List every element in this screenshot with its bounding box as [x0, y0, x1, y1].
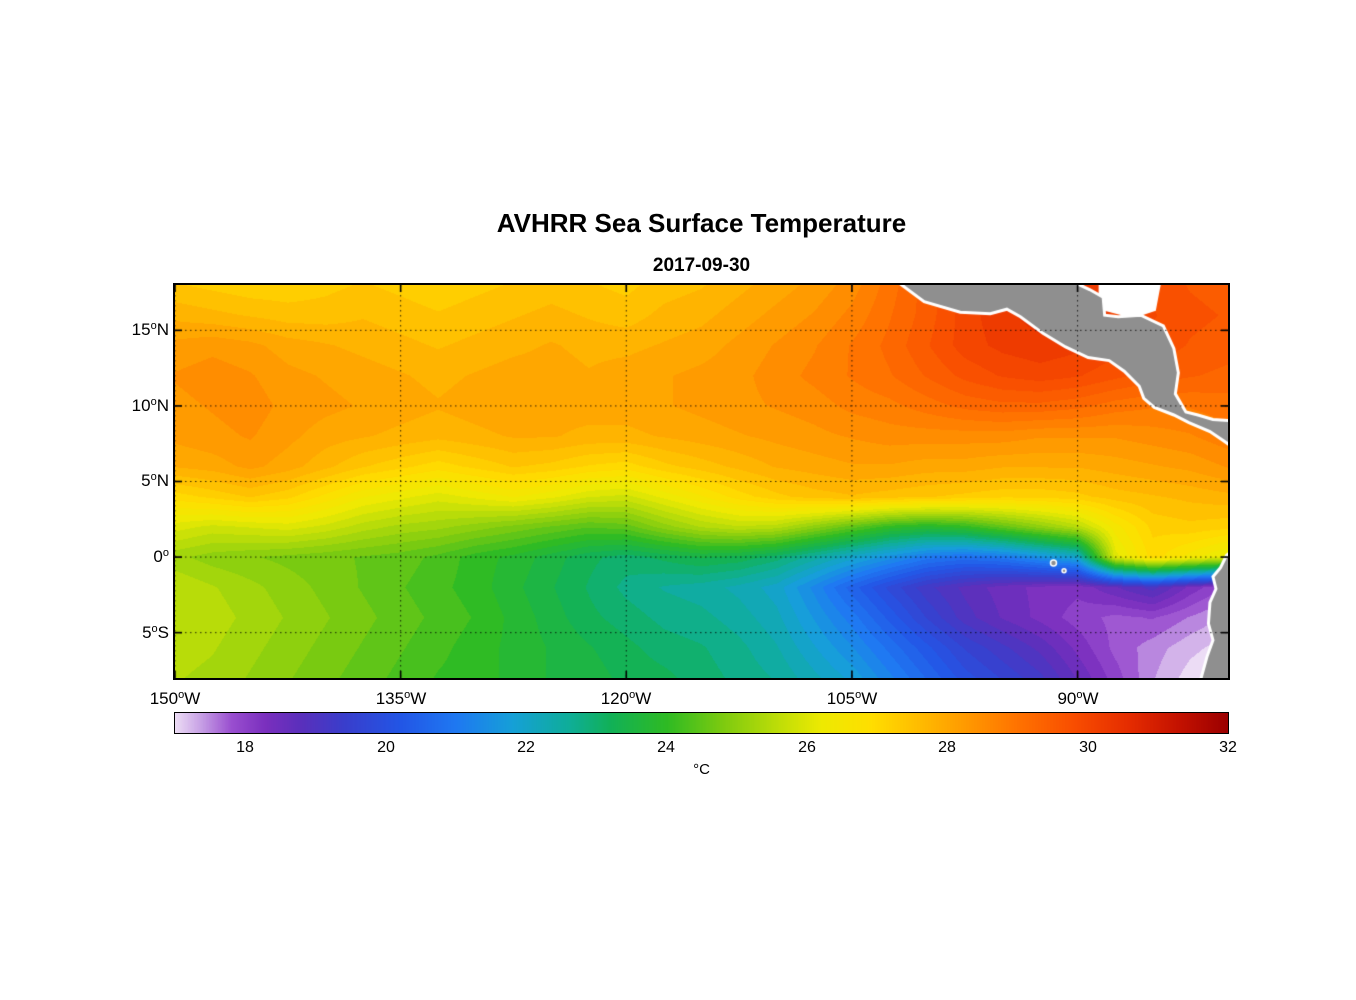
x-tick-label-90w: 90oW	[1028, 688, 1128, 710]
tick-hem: N	[156, 320, 169, 339]
y-tick-label-0: 0o	[89, 546, 169, 568]
tick-hem: W	[861, 689, 878, 708]
colorbar-tick-28: 28	[938, 739, 956, 756]
y-tick-label-10n: 10oN	[89, 395, 169, 417]
degree-superscript: o	[150, 471, 157, 483]
tick-num: 5	[142, 623, 152, 642]
colorbar-tick-22: 22	[517, 739, 535, 756]
tick-hem: W	[635, 689, 652, 708]
chart-title: AVHRR Sea Surface Temperature	[496, 208, 907, 238]
degree-superscript: o	[151, 623, 158, 635]
degree-superscript: o	[629, 689, 636, 701]
tick-hem: W	[1082, 689, 1099, 708]
colorbar-tick-32: 32	[1219, 739, 1237, 756]
chart-subtitle: 2017-09-30	[652, 255, 751, 276]
tick-hem: W	[184, 689, 201, 708]
tick-num: 0	[153, 547, 163, 566]
colorbar-tick-18: 18	[236, 739, 254, 756]
tick-num: 150	[149, 689, 179, 708]
degree-superscript: o	[404, 689, 411, 701]
tick-hem: W	[410, 689, 427, 708]
degree-superscript: o	[178, 689, 185, 701]
degree-superscript: o	[855, 689, 862, 701]
colorbar-units-label: °C	[693, 761, 710, 778]
colorbar-tick-30: 30	[1079, 739, 1097, 756]
x-tick-label-150w: 150oW	[125, 688, 225, 710]
sst-heatmap-canvas	[175, 285, 1228, 678]
tick-hem: S	[157, 623, 169, 642]
x-tick-label-120w: 120oW	[576, 688, 676, 710]
tick-num: 5	[141, 471, 151, 490]
y-tick-label-5s: 5oS	[89, 622, 169, 644]
colorbar-canvas	[175, 713, 1228, 733]
tick-num: 10	[131, 396, 151, 415]
tick-num: 105	[826, 689, 856, 708]
x-tick-label-105w: 105oW	[802, 688, 902, 710]
degree-superscript: o	[1076, 689, 1083, 701]
x-tick-label-135w: 135oW	[351, 688, 451, 710]
colorbar-tick-24: 24	[657, 739, 675, 756]
y-tick-label-15n: 15oN	[89, 319, 169, 341]
tick-num: 120	[600, 689, 630, 708]
tick-num: 15	[131, 320, 151, 339]
degree-superscript: o	[150, 320, 157, 332]
degree-superscript: o	[150, 396, 157, 408]
tick-hem: N	[156, 471, 169, 490]
colorbar-tick-26: 26	[798, 739, 816, 756]
degree-superscript: o	[162, 547, 169, 559]
y-tick-label-5n: 5oN	[89, 470, 169, 492]
tick-num: 135	[375, 689, 405, 708]
colorbar-tick-20: 20	[377, 739, 395, 756]
tick-hem: N	[156, 396, 169, 415]
tick-num: 90	[1057, 689, 1077, 708]
